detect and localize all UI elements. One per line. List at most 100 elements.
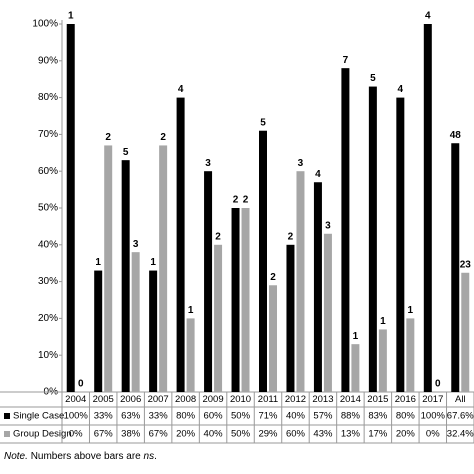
bar [396,97,405,392]
y-tick-label: 80% [38,92,58,103]
legend-swatch [4,413,10,419]
table-value: 0% [426,429,440,440]
table-value: 83% [368,411,388,422]
x-tick-label: 2013 [312,394,333,405]
note: Note. Numbers above bars are ns. [4,451,157,462]
legend-label: Group Design [13,429,72,440]
y-tick-label: 100% [32,19,58,30]
bar [204,171,213,392]
x-tick-label: 2008 [175,394,196,405]
x-tick-label: 2004 [65,394,86,405]
legend-swatch [4,431,10,437]
bar [214,244,223,392]
bar-count-label: 1 [150,257,156,268]
table-value: 40% [204,429,224,440]
table-value: 88% [341,411,361,422]
table-value: 29% [258,429,278,440]
table-value: 80% [396,411,416,422]
x-tick-label: 2014 [340,394,361,405]
x-tick-label: 2016 [395,394,416,405]
y-tick-label: 30% [38,276,58,287]
bar-count-label: 4 [178,84,184,95]
bar-count-label: 2 [288,231,294,242]
bar-count-label: 3 [205,158,211,169]
bar-count-label: 3 [325,220,331,231]
note-ns: ns [144,451,155,462]
bar [176,97,185,392]
legend-label: Single Case [13,411,64,422]
bar-count-label: 7 [343,55,349,66]
table-value: 60% [204,411,224,422]
bar-count-label: 1 [95,257,101,268]
y-tick-label: 70% [38,129,58,140]
x-tick-label: All [455,394,466,405]
bar-count-label: 2 [233,195,239,206]
bar-count-label: 2 [243,195,249,206]
bar-count-label: 1 [68,11,74,22]
x-tick-label: 2006 [120,394,141,405]
y-tick-label: 10% [38,350,58,361]
table-value: 67% [149,429,169,440]
table-value: 50% [231,411,251,422]
bar [406,318,415,392]
bar-count-label: 2 [160,132,166,143]
table-value: 71% [258,411,278,422]
bar-count-label: 4 [315,169,321,180]
bar-count-label: 1 [408,305,414,316]
table-value: 17% [368,429,388,440]
table-value: 40% [286,411,306,422]
bar-count-label: 0 [78,379,84,390]
table-value: 38% [121,429,141,440]
table-value: 57% [313,411,333,422]
bar-count-label: 5 [370,73,376,84]
x-tick-label: 2010 [230,394,251,405]
bar-count-label: 1 [353,331,359,342]
table-value: 50% [231,429,251,440]
bar-count-label: 1 [380,316,386,327]
bar [378,329,387,392]
bar [231,208,240,392]
bar [451,143,460,392]
bar-count-label: 5 [123,147,129,158]
bar-count-label: 2 [105,132,111,143]
table-value: 67.6% [447,411,474,422]
bar [259,130,267,392]
bar [186,318,195,392]
note-end: . [154,451,157,462]
bar-count-label: 3 [298,158,304,169]
x-tick-label: 2012 [285,394,306,405]
bar-count-label: 1 [188,305,194,316]
x-tick-label: 2017 [422,394,443,405]
y-tick-label: 90% [38,55,58,66]
bar [159,145,168,392]
table-value: 100% [421,411,446,422]
x-tick-label: 2005 [93,394,114,405]
bar [94,270,103,392]
bar-count-label: 48 [450,130,462,141]
bar-count-label: 3 [133,239,139,250]
y-tick-label: 20% [38,313,58,324]
table-value: 100% [64,411,89,422]
table-value: 33% [149,411,169,422]
table-value: 63% [121,411,141,422]
x-tick-label: 2009 [202,394,223,405]
bar [131,252,140,392]
bar [296,171,305,392]
bar-count-label: 0 [435,379,441,390]
bar [66,24,75,392]
y-tick-label: 40% [38,239,58,250]
bar [269,285,277,392]
table-value: 32.4% [447,429,474,440]
bar [241,208,250,392]
table-value: 20% [396,429,416,440]
x-tick-label: 2015 [367,394,388,405]
table-value: 67% [94,429,114,440]
x-tick-label: 2011 [258,394,278,405]
table-value: 0% [69,429,83,440]
note-prefix: Note. [4,451,28,462]
table-value: 33% [94,411,114,422]
bar-count-label: 23 [460,259,472,270]
table-value: 43% [313,429,333,440]
y-tick-label: 60% [38,166,58,177]
